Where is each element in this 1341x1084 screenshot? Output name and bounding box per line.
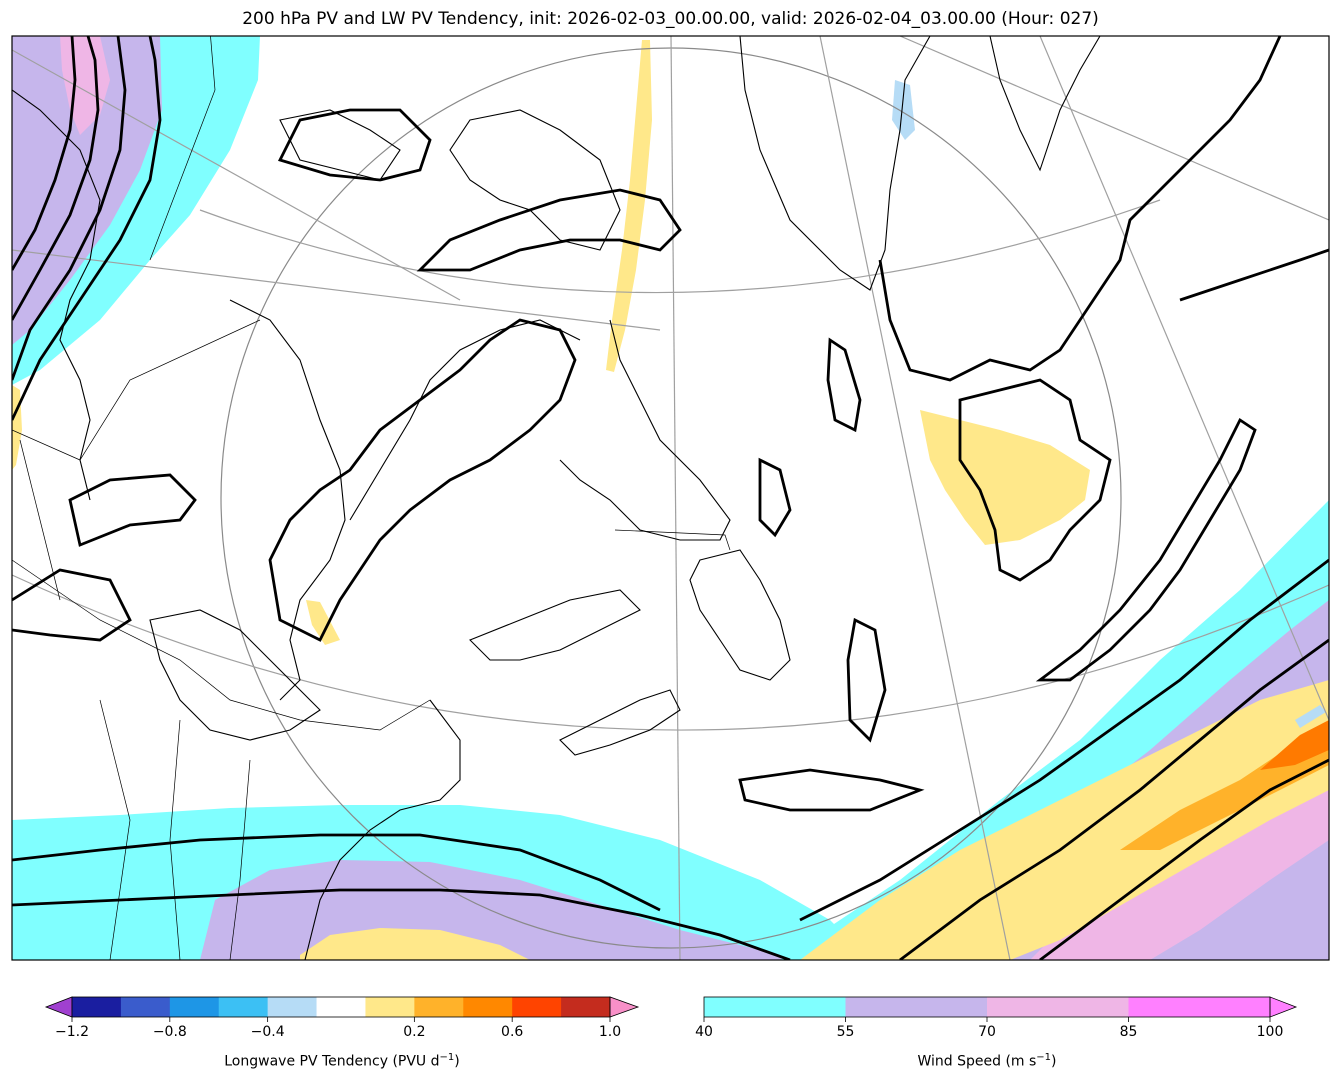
pv-tendency-colorbar-segment bbox=[218, 997, 269, 1017]
tendency-positive-baffin bbox=[606, 40, 652, 372]
coast-us-east bbox=[304, 699, 461, 960]
boundary-states-3 bbox=[229, 759, 251, 960]
pv-tendency-fill bbox=[12, 40, 1329, 960]
tendency-negative-bottomright bbox=[1295, 705, 1326, 728]
tendency-positive-atlantic bbox=[920, 410, 1090, 545]
wind-speed-tick-label: 70 bbox=[978, 1024, 996, 1040]
boundary-provinces-3 bbox=[149, 36, 216, 261]
pv-contour-baffin-loop bbox=[278, 108, 432, 182]
pv-contour-left-loop bbox=[12, 568, 132, 642]
wind-speed-colorbar bbox=[703, 996, 1298, 1022]
wind-speed-colorbar-label: Wind Speed (m s−1) bbox=[917, 1052, 1057, 1070]
boundary-provinces-1 bbox=[12, 319, 261, 461]
pv-contour-atlantic-blob bbox=[958, 378, 1112, 582]
pv-tendency-colorbar-label: Longwave PV Tendency (PVU d−1) bbox=[224, 1052, 460, 1070]
plot-title: 200 hPa PV and LW PV Tendency, init: 202… bbox=[242, 9, 1099, 29]
tendency-negative-greenland bbox=[892, 80, 915, 140]
coast-gulf-st-lawrence bbox=[469, 589, 641, 661]
pv-contour-right-2 bbox=[899, 638, 1329, 960]
graticule-meridian-1 bbox=[670, 36, 681, 960]
graticule-meridian-3 bbox=[1039, 36, 1329, 721]
pv-contour-right-1 bbox=[799, 558, 1329, 922]
pv-contour-north-band bbox=[416, 188, 682, 272]
wind-speed-colorbar-segment bbox=[987, 997, 1129, 1017]
pv-contour-ne-loop bbox=[1179, 248, 1329, 302]
wind-speed-tick-label: 40 bbox=[695, 1024, 713, 1040]
graticule-parallel-upper bbox=[199, 199, 1161, 294]
pv-tendency-colorbar-segment bbox=[414, 997, 464, 1017]
pv-tendency-colorbar-segment bbox=[365, 997, 415, 1017]
coast-nova-scotia bbox=[559, 689, 681, 756]
pv-tendency-tick-label: −1.2 bbox=[55, 1024, 89, 1040]
pv-tendency-over-extension bbox=[609, 996, 640, 1018]
coast-greenland-east bbox=[989, 36, 1101, 172]
pv-tendency-under-extension bbox=[44, 996, 73, 1018]
coast-baffin bbox=[449, 109, 621, 251]
coast-hudson-east bbox=[349, 319, 581, 521]
coast-labrador bbox=[559, 319, 731, 541]
pv-contour-topleft-2 bbox=[12, 36, 127, 381]
wind-speed-colorbar-segment bbox=[1128, 997, 1271, 1017]
pv-tendency-colorbar-segment bbox=[267, 997, 318, 1017]
pv-tendency-colorbar-segment bbox=[561, 997, 611, 1017]
pv-tendency-tick-label: −0.8 bbox=[152, 1024, 187, 1040]
boundary-states-1 bbox=[99, 699, 131, 960]
pv-tendency-tick-label: −0.4 bbox=[250, 1024, 285, 1040]
pv-tendency-colorbar-frame bbox=[71, 996, 611, 1018]
graticule-parallel-lower bbox=[12, 574, 1329, 731]
boundary-provinces-4 bbox=[614, 529, 731, 551]
pv-contour-central-blob-2 bbox=[846, 617, 887, 743]
pv-contour-topleft-3 bbox=[12, 36, 100, 321]
pv-tendency-tick-label: 0.6 bbox=[501, 1024, 524, 1040]
wind-speed-tick-label: 100 bbox=[1256, 1024, 1284, 1040]
pv-tendency-tick-label: 0.2 bbox=[403, 1024, 426, 1040]
pv-contour-greenland bbox=[878, 36, 1282, 382]
pv-contour-topleft-4 bbox=[12, 36, 77, 271]
map-frame bbox=[11, 35, 1330, 961]
wind-speed-colorbar-segment bbox=[704, 997, 846, 1017]
pv-tendency-colorbar-segment bbox=[72, 997, 122, 1017]
graticule-meridian-6 bbox=[12, 249, 661, 331]
pv-tendency-colorbar-segment bbox=[512, 997, 562, 1017]
pv-contour-central-blob-3 bbox=[738, 768, 925, 812]
pv-contour-right-3 bbox=[1039, 758, 1329, 960]
pv-contour-topleft-1 bbox=[12, 36, 162, 421]
tendency-positive-bottomright bbox=[800, 680, 1329, 960]
pv-contour-central-blob-4 bbox=[758, 457, 792, 538]
wind-speed-tick-label: 85 bbox=[1119, 1024, 1138, 1040]
graticule bbox=[12, 36, 1329, 960]
pv-contour-central-blob-1 bbox=[826, 337, 862, 433]
coast-great-lakes bbox=[149, 609, 321, 741]
wind-speed-over-extension bbox=[1269, 996, 1298, 1018]
boundary-canada-us bbox=[12, 559, 431, 731]
pv-contours bbox=[12, 36, 1329, 960]
pv-contour-bottom-2 bbox=[12, 833, 661, 912]
tendency-positive-hudson bbox=[306, 600, 340, 645]
wind-band-pv-yellow-bottom bbox=[300, 928, 530, 960]
coast-greenland bbox=[739, 36, 931, 291]
pv-tendency-colorbar bbox=[44, 996, 640, 1022]
pv-contour-bottom-1 bbox=[12, 888, 791, 960]
pv-tendency-tick-label: 1.0 bbox=[598, 1024, 622, 1040]
pv-contour-west-loop bbox=[68, 473, 197, 547]
pv-tendency-colorbar-segment bbox=[463, 997, 513, 1017]
pv-tendency-colorbar-segment bbox=[316, 997, 366, 1017]
pv-tendency-colorbar-segment bbox=[120, 997, 171, 1017]
pv-tendency-colorbar-segment bbox=[169, 997, 220, 1017]
coast-hudson-bay bbox=[229, 299, 346, 701]
graticule-meridian-5 bbox=[12, 49, 461, 301]
pv-contour-east-ridge bbox=[1035, 417, 1257, 682]
wind-speed-colorbar-segment bbox=[845, 997, 988, 1017]
wind-speed-tick-label: 55 bbox=[836, 1024, 855, 1040]
tendency-high-bottomright bbox=[1260, 720, 1329, 770]
boundary-states-2 bbox=[169, 719, 181, 960]
graticule-meridian-4 bbox=[899, 36, 1329, 221]
pv-contour-hudson-trough bbox=[268, 318, 577, 642]
map-panel bbox=[12, 36, 1329, 960]
coast-newfoundland bbox=[689, 549, 791, 681]
graticule-meridian-2 bbox=[819, 36, 1011, 960]
